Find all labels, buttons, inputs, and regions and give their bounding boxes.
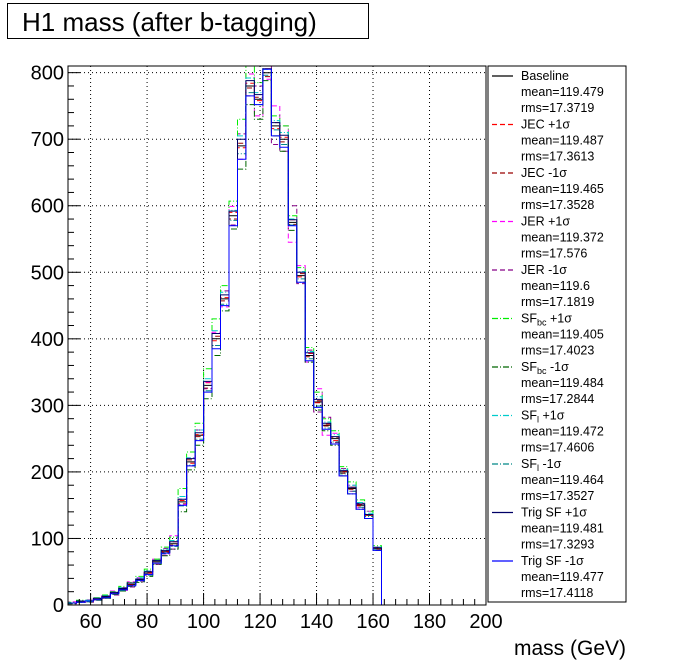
legend-entry-mean: mean=119.487 [521,134,604,148]
legend-entry-rms: rms=17.4118 [521,586,593,600]
histogram-series-8 [67,74,382,605]
legend-entry-mean: mean=119.477 [521,570,604,584]
legend-entry-mean: mean=119.472 [521,425,604,439]
histogram-series-4 [67,65,382,605]
x-tick-label: 200 [469,611,502,633]
legend-entry-mean: mean=119.372 [521,231,604,245]
legend-entry-name: JEC +1σ [521,118,570,132]
histogram-series-1 [67,68,382,605]
x-tick-label: 180 [413,611,446,633]
plot-frame [67,65,487,606]
legend-entry-rms: rms=17.2844 [521,392,594,406]
x-axis-label: mass (GeV) [514,637,626,660]
y-tick-label: 600 [31,196,64,218]
legend-entry-rms: rms=17.3613 [521,150,594,164]
histogram-series-9 [67,68,382,605]
legend-entry-name: JEC -1σ [521,166,567,180]
legend-entry-mean: mean=119.465 [521,182,604,196]
legend-entry-name: JER +1σ [521,215,570,229]
x-tick-label: 60 [79,611,101,633]
legend-entry-rms: rms=17.576 [521,247,587,261]
legend-entry-mean: mean=119.464 [521,473,604,487]
y-tick-label: 400 [31,329,64,351]
legend-entry-rms: rms=17.3528 [521,198,594,212]
x-tick-label: 120 [243,611,276,633]
legend-entry-mean: mean=119.405 [521,328,604,342]
histogram-series-6 [67,80,382,605]
legend-entry-name: Baseline [521,69,569,83]
chart-title: H1 mass (after b-tagging) [22,7,317,37]
legend-entry-rms: rms=17.3719 [521,101,594,115]
histogram-series-7 [67,68,382,605]
y-tick-label: 200 [31,462,64,484]
grid-layer [68,66,486,605]
legend-entry-rms: rms=17.1819 [521,295,594,309]
histogram-series-5 [67,65,382,605]
legend-entry-name: Trig SF -1σ [521,554,584,568]
y-tick-label: 0 [53,595,64,617]
legend-entry-name: JER -1σ [521,263,567,277]
x-tick-label: 140 [300,611,333,633]
y-tick-label: 800 [31,63,64,85]
legend-layer: Baseline mean=119.479 rms=17.3719 JEC +1σ me… [487,65,627,603]
legend-entry-mean: mean=119.481 [521,522,604,536]
legend-entry-name: SFl -1σ [521,457,562,473]
legend-entry-rms: rms=17.3527 [521,489,594,503]
y-tick-label: 700 [31,129,64,151]
histogram-series-2 [67,76,382,605]
histogram-series-10 [67,68,382,605]
chart-title-box: H1 mass (after b-tagging) [7,3,369,39]
y-tick-label: 100 [31,528,64,550]
legend-entry-name: SFbc -1σ [521,360,569,376]
histogram-series-layer [67,65,382,605]
legend-entry-mean: mean=119.484 [521,376,604,390]
legend-entry-name: SFl +1σ [521,409,565,425]
axes-layer: 60 80 100 120 140 160 180 200 0 100 200 300 400 500 60… [31,63,626,660]
legend-entry-mean: mean=119.6 [521,279,590,293]
legend-entry-name: Trig SF +1σ [521,506,587,520]
x-tick-label: 100 [187,611,220,633]
x-tick-label: 160 [356,611,389,633]
legend-entry-rms: rms=17.4606 [521,441,594,455]
x-tick-label: 80 [136,611,158,633]
legend-entry-rms: rms=17.3293 [521,538,594,552]
y-tick-label: 500 [31,262,64,284]
histogram-series-3 [67,73,382,605]
legend-entry-rms: rms=17.4023 [521,344,594,358]
legend-entry-mean: mean=119.479 [521,85,604,99]
y-tick-label: 300 [31,395,64,417]
legend-entry-name: SFbc +1σ [521,312,572,328]
